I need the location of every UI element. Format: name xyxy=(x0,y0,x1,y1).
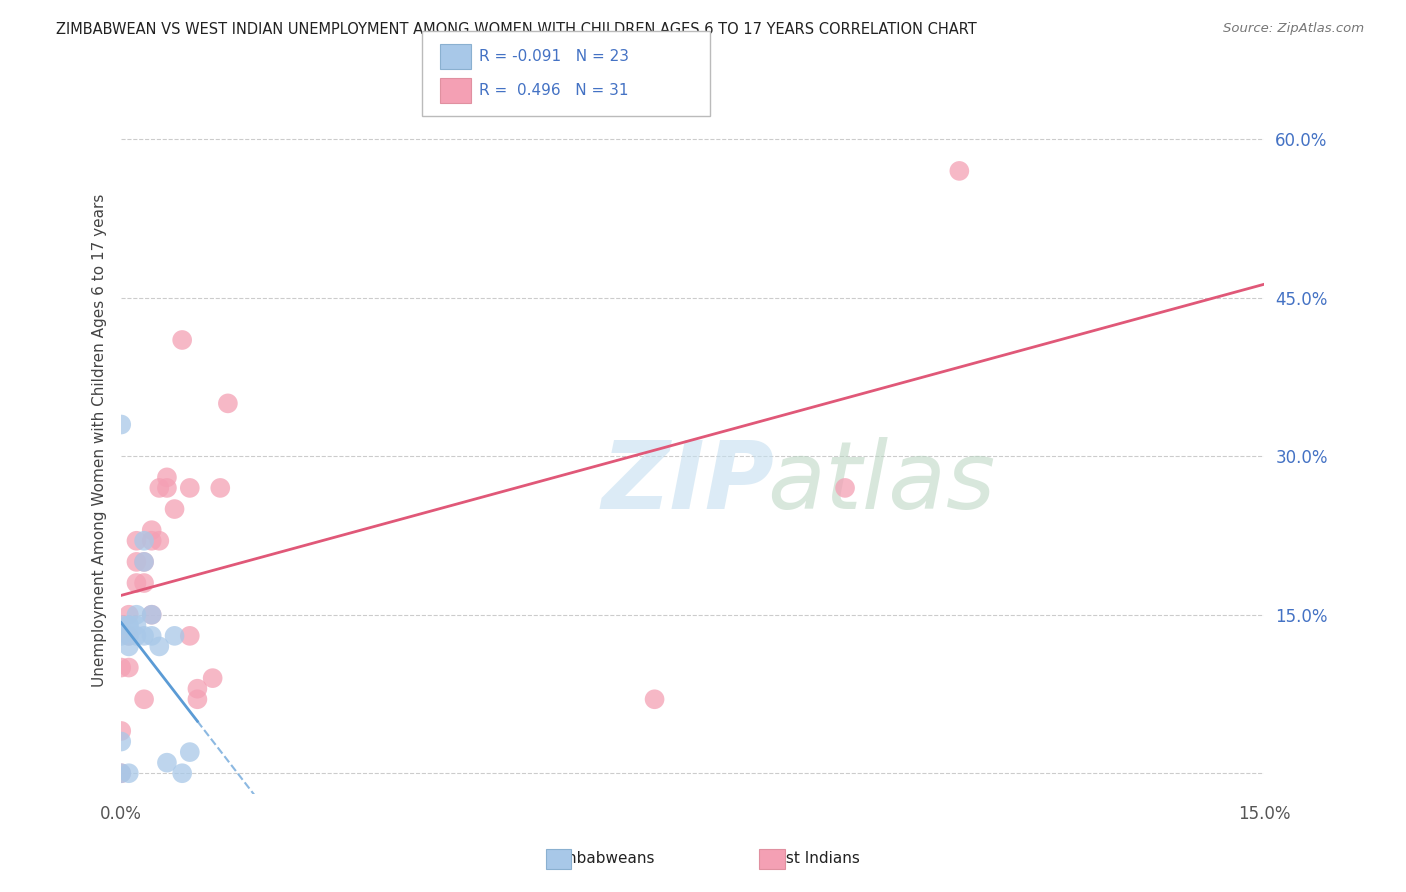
Point xyxy=(172,333,194,347)
Point xyxy=(110,417,132,432)
Text: Source: ZipAtlas.com: Source: ZipAtlas.com xyxy=(1223,22,1364,36)
Point xyxy=(186,681,208,696)
Point xyxy=(948,164,970,178)
Point xyxy=(118,618,141,632)
Point xyxy=(141,607,163,622)
Point xyxy=(148,640,170,654)
Point xyxy=(172,766,194,780)
Point xyxy=(110,629,132,643)
Point xyxy=(132,576,155,591)
Point xyxy=(125,618,148,632)
Text: ZIP: ZIP xyxy=(602,437,775,529)
Point xyxy=(132,555,155,569)
Point xyxy=(132,692,155,706)
Text: West Indians: West Indians xyxy=(728,851,860,865)
Point xyxy=(141,533,163,548)
Point xyxy=(132,629,155,643)
Point xyxy=(132,555,155,569)
Point xyxy=(118,618,141,632)
Point xyxy=(179,745,201,759)
Point xyxy=(125,629,148,643)
Point xyxy=(156,481,179,495)
Point xyxy=(110,734,132,748)
Point xyxy=(179,629,201,643)
Point xyxy=(156,470,179,484)
Text: ZIMBABWEAN VS WEST INDIAN UNEMPLOYMENT AMONG WOMEN WITH CHILDREN AGES 6 TO 17 YE: ZIMBABWEAN VS WEST INDIAN UNEMPLOYMENT A… xyxy=(56,22,977,37)
Point xyxy=(148,533,170,548)
Text: R =  0.496   N = 31: R = 0.496 N = 31 xyxy=(479,83,628,97)
Point xyxy=(125,576,148,591)
Point xyxy=(163,629,186,643)
Point xyxy=(118,629,141,643)
Point xyxy=(110,723,132,738)
Point xyxy=(201,671,224,685)
Point xyxy=(141,629,163,643)
Text: Zimbabweans: Zimbabweans xyxy=(513,851,654,865)
Point xyxy=(644,692,666,706)
Point xyxy=(118,660,141,674)
Point xyxy=(179,481,201,495)
Point xyxy=(125,533,148,548)
Text: R = -0.091   N = 23: R = -0.091 N = 23 xyxy=(479,49,630,63)
Point xyxy=(141,523,163,537)
Point xyxy=(118,629,141,643)
Point xyxy=(163,502,186,516)
Point xyxy=(132,533,155,548)
Point xyxy=(834,481,856,495)
Point xyxy=(118,766,141,780)
Point xyxy=(148,481,170,495)
Point xyxy=(209,481,232,495)
Point xyxy=(110,618,132,632)
Point xyxy=(217,396,239,410)
Point xyxy=(156,756,179,770)
Y-axis label: Unemployment Among Women with Children Ages 6 to 17 years: Unemployment Among Women with Children A… xyxy=(93,194,107,687)
Point xyxy=(186,692,208,706)
Point xyxy=(118,607,141,622)
Text: atlas: atlas xyxy=(766,437,995,528)
Point xyxy=(110,766,132,780)
Point xyxy=(125,607,148,622)
Point xyxy=(141,607,163,622)
Point xyxy=(118,640,141,654)
Point xyxy=(110,660,132,674)
Point xyxy=(110,766,132,780)
Point xyxy=(125,555,148,569)
